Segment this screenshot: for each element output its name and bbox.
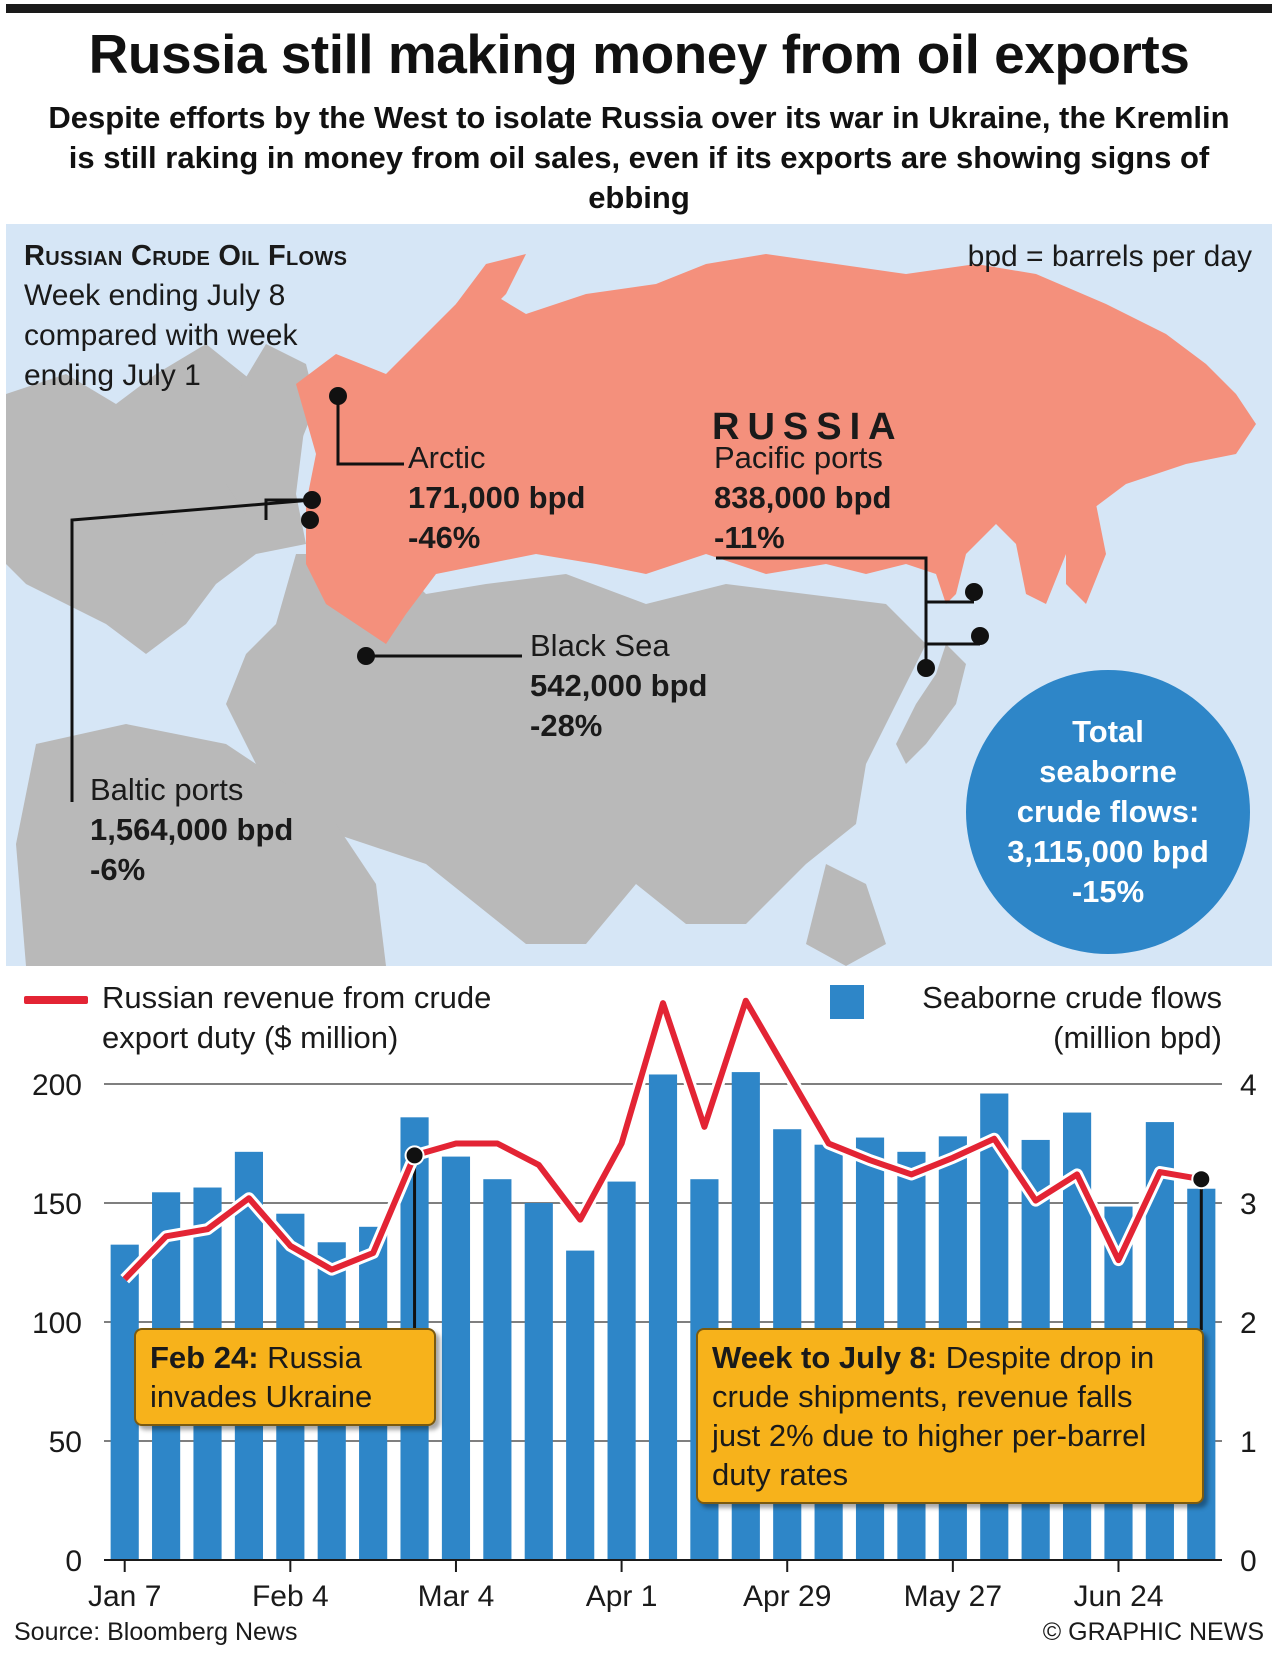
- bar: [441, 1156, 471, 1560]
- baltic-dot-2: [301, 511, 319, 529]
- pacific-dot-1: [965, 583, 983, 601]
- russia-map: Russian Crude Oil Flows Week ending July…: [6, 224, 1272, 966]
- flow-value: 542,000 bpd: [530, 668, 708, 703]
- russia-label: RUSSIA: [712, 406, 904, 448]
- arctic-dot: [329, 387, 347, 405]
- annotation-dot: [1191, 1169, 1212, 1190]
- x-tick-label: Apr 1: [586, 1580, 658, 1613]
- britain-land: [121, 504, 166, 584]
- flow-name: Arctic: [408, 440, 486, 475]
- baltic-connector-2: [264, 498, 312, 520]
- pacific-flow: Pacific ports 838,000 bpd -11%: [714, 438, 891, 558]
- flow-change: -11%: [714, 520, 785, 555]
- x-tick-label: Jan 7: [88, 1580, 161, 1613]
- bar: [566, 1250, 595, 1560]
- scandinavia-land: [226, 344, 316, 514]
- legend-revenue: Russian revenue from crude export duty (…: [102, 980, 492, 1055]
- total-change: -15%: [1071, 874, 1145, 909]
- page-subtitle: Despite efforts by the West to isolate R…: [48, 100, 1230, 215]
- map-title: Russian Crude Oil Flows: [24, 240, 348, 272]
- kamchatka-land: [1066, 504, 1106, 604]
- annotation-feb24-text: Russia invades Ukraine: [150, 1340, 373, 1414]
- legend-flows: Seaborne crude flows (million bpd): [782, 978, 1222, 1058]
- legend-flows-line1: Seaborne crude flows: [922, 980, 1222, 1015]
- source-note: Source: Bloomberg News: [14, 1618, 298, 1646]
- baltic-flow: Baltic ports 1,564,000 bpd -6%: [90, 770, 293, 890]
- legend-line-swatch: [24, 996, 88, 1004]
- y-tick-left: 0: [65, 1545, 82, 1578]
- annotation-july8-bold: Week to July 8:: [712, 1340, 938, 1375]
- asia-land: [226, 554, 926, 944]
- top-rule: [6, 4, 1272, 13]
- total-value: 3,115,000 bpd: [1007, 834, 1209, 869]
- pacific-dot-2: [971, 627, 989, 645]
- map-note: bpd = barrels per day: [967, 240, 1252, 273]
- x-tick-label: May 27: [904, 1580, 1002, 1613]
- x-tick-label: Apr 29: [743, 1580, 831, 1613]
- port-dots: [301, 387, 989, 677]
- europe-land: [6, 344, 306, 654]
- flow-name: Pacific ports: [714, 440, 883, 475]
- annotation-feb24: Feb 24: Russia invades Ukraine: [134, 1328, 436, 1426]
- annotation-feb24-bold: Feb 24:: [150, 1340, 259, 1375]
- y-tick-left: 100: [32, 1307, 82, 1340]
- map-subtitle: Week ending July 8 compared with week en…: [24, 279, 298, 392]
- legend-bar-swatch: [830, 985, 864, 1019]
- bar: [524, 1203, 553, 1560]
- flow-value: 171,000 bpd: [408, 480, 586, 515]
- x-tick-label: Jun 24: [1073, 1580, 1163, 1613]
- africa-land: [16, 724, 386, 966]
- russia-land: [296, 254, 1256, 644]
- novaya-zemlya-land: [456, 254, 526, 324]
- flow-value: 1,564,000 bpd: [90, 812, 294, 847]
- arctic-connector: [336, 396, 404, 466]
- arctic-flow: Arctic 171,000 bpd -46%: [408, 438, 585, 558]
- blacksea-dot: [357, 647, 375, 665]
- x-tick-label: Mar 4: [418, 1580, 495, 1613]
- bar: [483, 1179, 512, 1560]
- y-tick-right: 3: [1240, 1188, 1257, 1221]
- flow-change: -6%: [90, 852, 146, 887]
- flow-change: -28%: [530, 708, 603, 743]
- y-tick-right: 4: [1240, 1069, 1257, 1102]
- y-tick-left: 150: [32, 1188, 82, 1221]
- bar: [648, 1074, 678, 1560]
- x-tick-label: Feb 4: [252, 1580, 329, 1613]
- japan-land: [896, 644, 966, 764]
- total-line2: seaborne: [1039, 754, 1177, 789]
- legend-flows-line2: (million bpd): [1053, 1020, 1222, 1055]
- map-graphic: [6, 254, 1256, 966]
- pacific-dot-3: [917, 659, 935, 677]
- flow-name: Baltic ports: [90, 772, 244, 807]
- baltic-dot-1: [303, 491, 321, 509]
- y-tick-right: 0: [1240, 1545, 1257, 1578]
- total-line3: crude flows:: [1016, 794, 1200, 829]
- baltic-connector: [70, 498, 313, 802]
- total-flows-circle: Total seaborne crude flows: 3,115,000 bp…: [966, 670, 1250, 954]
- total-line1: Total: [1072, 714, 1144, 749]
- connector-lines: [70, 396, 980, 802]
- y-tick-right: 1: [1240, 1426, 1257, 1459]
- y-tick-right: 2: [1240, 1307, 1257, 1340]
- annotation-july8: Week to July 8: Despite drop in crude sh…: [696, 1328, 1204, 1504]
- annotation-dot: [404, 1145, 425, 1166]
- flow-change: -46%: [408, 520, 481, 555]
- page-title: Russia still making money from oil expor…: [88, 23, 1190, 85]
- seasia-land: [806, 864, 886, 966]
- credit-note: © GRAPHIC NEWS: [1042, 1618, 1264, 1646]
- blacksea-flow: Black Sea 542,000 bpd -28%: [530, 626, 707, 746]
- annotation-july8-text: Despite drop in crude shipments, revenue…: [712, 1340, 1155, 1492]
- y-tick-left: 200: [32, 1069, 82, 1102]
- flow-name: Black Sea: [530, 628, 670, 663]
- flow-value: 838,000 bpd: [714, 480, 892, 515]
- y-tick-left: 50: [49, 1426, 82, 1459]
- bar: [607, 1181, 636, 1560]
